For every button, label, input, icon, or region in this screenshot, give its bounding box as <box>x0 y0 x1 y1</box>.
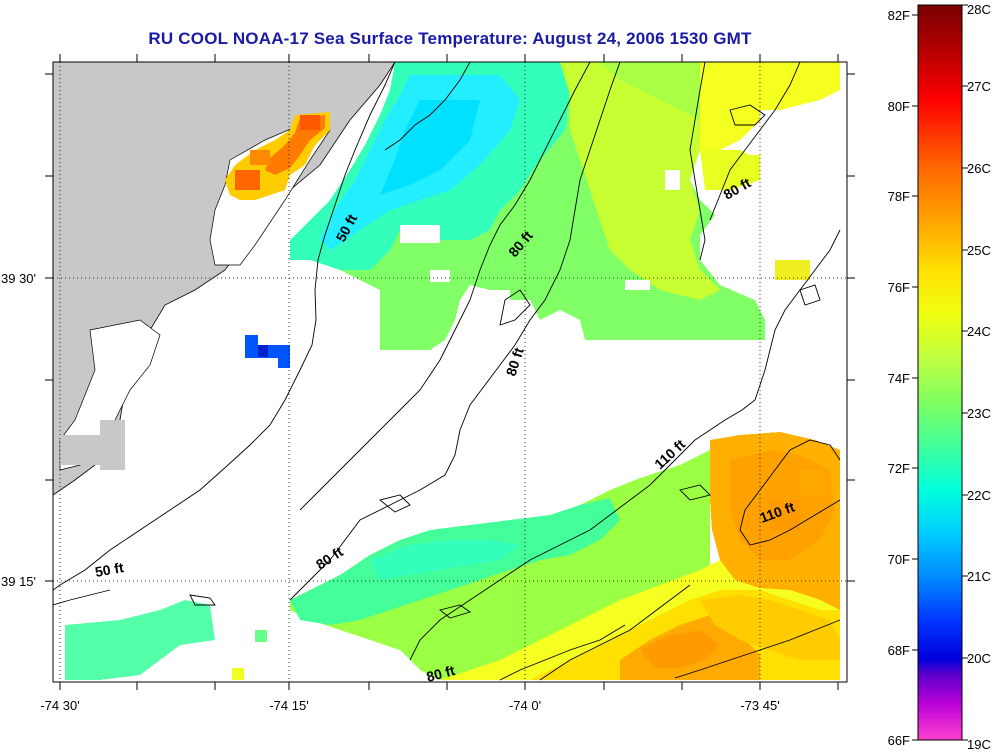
colorbar-c-label: 22C <box>967 488 991 503</box>
colorbar-c-label: 23C <box>967 406 991 421</box>
contour-label: 50 ft <box>94 559 125 580</box>
colorbar-f-label: 76F <box>888 280 910 295</box>
colorbar-f-label: 68F <box>888 643 910 658</box>
colorbar-c-label: 28C <box>967 2 991 17</box>
graticule <box>53 62 847 682</box>
map-panel: 50 ft 80 ft 80 ft 80 ft 110 ft 110 ft 80… <box>53 62 847 685</box>
colorbar-c-label: 26C <box>967 161 991 176</box>
colorbar-f-label: 82F <box>888 8 910 23</box>
map-ticks <box>45 54 855 690</box>
colorbar-c-label: 21C <box>967 569 991 584</box>
colorbar-c-label: 25C <box>967 243 991 258</box>
lat-label-39-30: 39 30' <box>1 271 36 286</box>
lon-label-74-15: -74 15' <box>269 698 308 713</box>
colorbar-c-label: 24C <box>967 324 991 339</box>
map-frame <box>52 61 848 683</box>
colorbar-f-label: 80F <box>888 99 910 114</box>
colorbar-c-label: 20C <box>967 651 991 666</box>
lat-label-39-15: 39 15' <box>1 574 36 589</box>
lon-label-74-0: -74 0' <box>509 698 541 713</box>
contour-label: 80 ft <box>425 662 457 685</box>
lon-label-73-45: -73 45' <box>740 698 779 713</box>
colorbar-f-label: 78F <box>888 189 910 204</box>
colorbar-f-label: 72F <box>888 461 910 476</box>
colorbar-c-label: 19C <box>967 737 991 752</box>
colorbar-f-label: 74F <box>888 371 910 386</box>
colorbar-gradient <box>917 4 963 741</box>
sst-pixels <box>65 62 840 680</box>
colorbar-f-label: 66F <box>888 733 910 748</box>
colorbar-c-label: 27C <box>967 79 991 94</box>
lon-label-74-30: -74 30' <box>40 698 79 713</box>
chart-title: RU COOL NOAA-17 Sea Surface Temperature:… <box>148 29 752 48</box>
colorbar-f-label: 70F <box>888 552 910 567</box>
colorbar: 82F 80F 78F 76F 74F 72F 70F 68F 66F 28C … <box>888 2 991 752</box>
bathymetry-contours <box>53 62 841 681</box>
